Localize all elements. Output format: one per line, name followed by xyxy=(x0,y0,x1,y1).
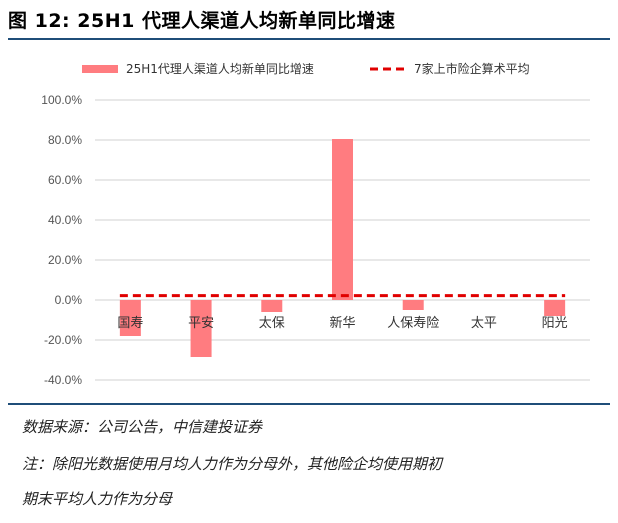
bar xyxy=(190,300,212,357)
x-category-label: 平安 xyxy=(188,316,214,331)
footnote-line-2: 期末平均人力作为分母 xyxy=(22,490,173,508)
y-tick-label: 0.0% xyxy=(55,293,83,307)
bar xyxy=(332,139,353,300)
legend-label-bar: 25H1代理人渠道人均新单同比增速 xyxy=(126,61,314,76)
x-category-label: 太保 xyxy=(259,316,285,331)
bar-chart: 25H1代理人渠道人均新单同比增速 7家上市险企算术平均 100.0% 80.0%… xyxy=(41,61,590,387)
y-tick-label: 40.0% xyxy=(48,213,82,227)
y-tick-label: -40.0% xyxy=(44,373,82,387)
title-divider xyxy=(8,38,610,40)
bar xyxy=(402,300,424,310)
x-category-label: 太平 xyxy=(471,316,497,331)
y-tick-label: 60.0% xyxy=(48,173,82,187)
page-title: 图 12: 25H1 代理人渠道人均新单同比增速 xyxy=(8,10,396,32)
y-tick-label: 80.0% xyxy=(48,133,82,147)
legend: 25H1代理人渠道人均新单同比增速 7家上市险企算术平均 xyxy=(82,61,530,76)
bar xyxy=(119,300,141,336)
footnote-line-1: 注：除阳光数据使用月均人力作为分母外，其他险企均使用期初 xyxy=(22,455,443,473)
x-category-label: 新华 xyxy=(329,315,355,331)
legend-swatch-bar xyxy=(82,65,118,73)
bar xyxy=(544,300,566,316)
x-category-label: 阳光 xyxy=(542,316,568,331)
y-tick-label: 20.0% xyxy=(48,253,82,267)
source-note: 数据来源：公司公告，中信建投证券 xyxy=(22,418,263,436)
footer-divider xyxy=(8,403,610,405)
y-tick-label: -20.0% xyxy=(44,333,82,347)
legend-label-line: 7家上市险企算术平均 xyxy=(414,61,530,76)
y-tick-label: 100.0% xyxy=(41,93,82,107)
bar xyxy=(261,300,283,312)
x-category-label: 国寿 xyxy=(117,316,143,331)
x-category-label: 人保寿险 xyxy=(387,316,439,331)
